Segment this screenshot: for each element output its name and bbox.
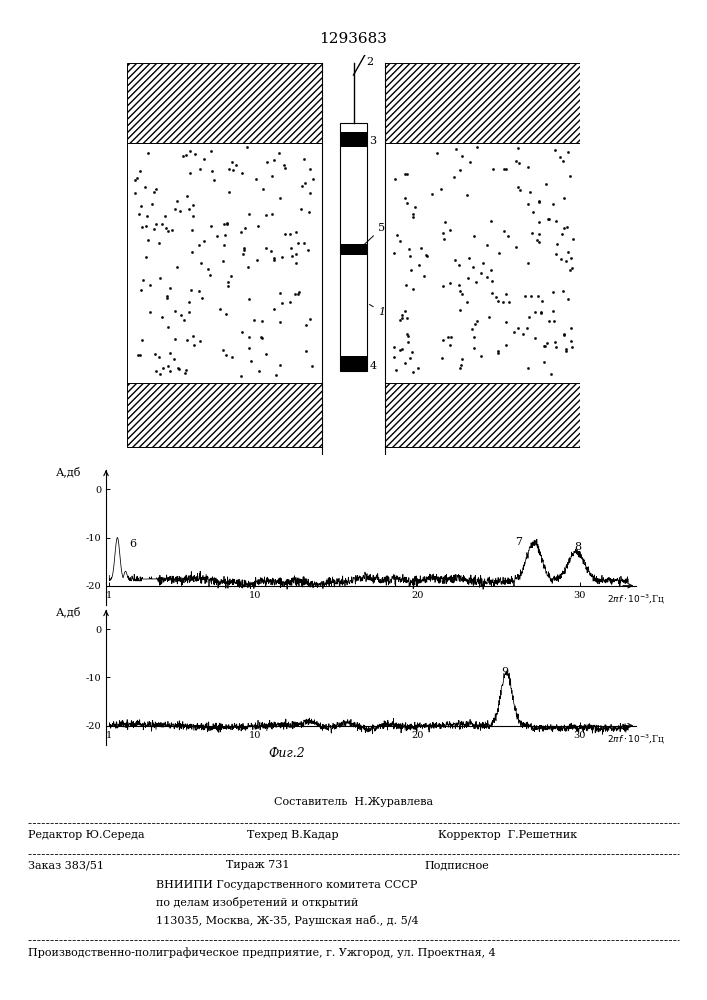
Bar — [385, 383, 580, 447]
Bar — [127, 383, 322, 447]
Text: Производственно-полиграфическое предприятие, г. Ужгород, ул. Проектная, 4: Производственно-полиграфическое предприя… — [28, 947, 496, 958]
Text: А,дб: А,дб — [56, 466, 81, 477]
Text: А,дб: А,дб — [56, 606, 81, 617]
Text: Тираж 731: Тираж 731 — [226, 860, 290, 870]
Text: Фиг.1: Фиг.1 — [335, 473, 372, 486]
Text: $2\pi f\cdot10^{-3}$,Гц: $2\pi f\cdot10^{-3}$,Гц — [607, 733, 665, 746]
Text: Редактор Ю.Середа: Редактор Ю.Середа — [28, 830, 145, 840]
Bar — [127, 63, 322, 143]
Bar — [340, 123, 367, 371]
Text: $2\pi f\cdot10^{-3}$,Гц: $2\pi f\cdot10^{-3}$,Гц — [607, 593, 665, 606]
Text: 1293683: 1293683 — [320, 32, 387, 46]
Bar — [127, 143, 322, 383]
Bar — [340, 132, 367, 147]
Text: Заказ 383/51: Заказ 383/51 — [28, 860, 104, 870]
Text: 7: 7 — [515, 537, 522, 547]
Text: 1: 1 — [370, 304, 385, 317]
Text: Фиг.2: Фиг.2 — [269, 747, 305, 760]
Bar — [385, 63, 580, 143]
Text: Подписное: Подписное — [424, 860, 489, 870]
Bar — [340, 356, 367, 371]
Text: 2: 2 — [366, 57, 373, 67]
Text: 113035, Москва, Ж-35, Раушская наб., д. 5/4: 113035, Москва, Ж-35, Раушская наб., д. … — [156, 915, 418, 926]
Text: 8: 8 — [575, 542, 582, 552]
Text: 5: 5 — [360, 223, 385, 248]
Text: ВНИИПИ Государственного комитета СССР: ВНИИПИ Государственного комитета СССР — [156, 880, 417, 890]
Text: 6: 6 — [129, 539, 136, 549]
Text: Техред В.Кадар: Техред В.Кадар — [247, 830, 339, 840]
Bar — [385, 143, 580, 383]
Text: 3: 3 — [369, 136, 376, 146]
Text: 4: 4 — [369, 361, 376, 371]
Text: по делам изобретений и открытий: по делам изобретений и открытий — [156, 897, 358, 908]
Text: Составитель  Н.Журавлева: Составитель Н.Журавлева — [274, 797, 433, 807]
Text: Корректор  Г.Решетник: Корректор Г.Решетник — [438, 830, 578, 840]
Bar — [340, 244, 367, 255]
Bar — [322, 55, 385, 455]
Text: 9: 9 — [502, 667, 509, 677]
